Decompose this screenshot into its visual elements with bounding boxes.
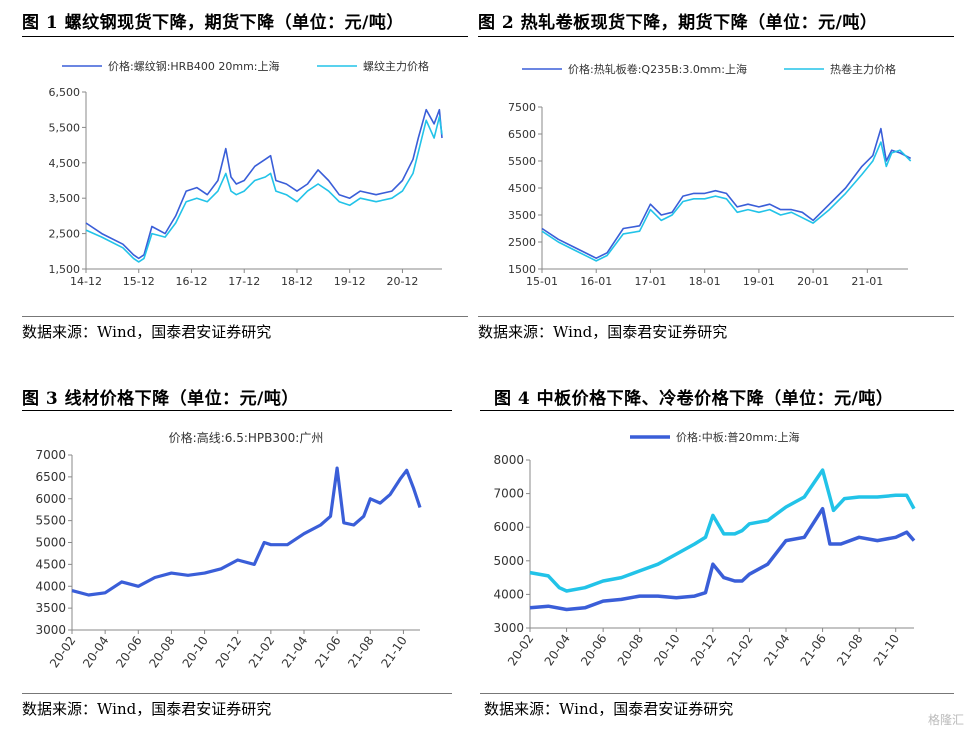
- y-tick-label: 7000: [493, 487, 524, 501]
- x-tick-label: 18-01: [689, 275, 721, 288]
- x-tick-label: 15-12: [123, 275, 155, 288]
- x-tick-label: 20-12: [386, 275, 418, 288]
- y-tick-label: 1,500: [49, 263, 81, 276]
- x-tick-label: 20-08: [146, 634, 177, 671]
- y-tick-label: 5000: [493, 554, 524, 568]
- divider: [478, 36, 954, 37]
- x-tick-label: 20-02: [505, 632, 536, 669]
- data-source: 数据来源：Wind，国泰君安证券研究: [22, 700, 272, 718]
- chart-hot-rolled: 1500 2500 3500 4500 5500 6500 7500 15-01 16-01 17…: [508, 62, 912, 288]
- divider: [480, 693, 954, 694]
- x-tick-label: 16-12: [175, 275, 207, 288]
- chart-wire-rod: 3000 3500 4000 4500 5000 5500 6000 6500 7000 20-0…: [35, 430, 422, 671]
- x-tick-label: 14-12: [70, 275, 102, 288]
- data-source: 数据来源：Wind，国泰君安证券研究: [478, 323, 728, 341]
- chart-title: 图 3 线材价格下降（单位：元/吨）: [22, 389, 299, 409]
- divider: [22, 410, 452, 411]
- y-tick-label: 5,500: [49, 121, 81, 134]
- x-tick-label: 21-04: [761, 632, 792, 669]
- y-tick-label: 7000: [35, 448, 66, 462]
- divider: [22, 693, 452, 694]
- y-tick-label: 8000: [493, 453, 524, 467]
- series-line: [71, 466, 422, 597]
- y-tick-label: 5500: [508, 155, 536, 168]
- series-line: [529, 506, 916, 612]
- y-tick-label: 6,500: [49, 86, 81, 99]
- x-tick-label: 21-04: [279, 634, 310, 671]
- legend-label: 价格:中板:普20mm:上海: [676, 430, 800, 444]
- y-tick-label: 2500: [508, 236, 536, 249]
- y-tick-label: 4500: [35, 557, 66, 571]
- x-tick-label: 20-10: [651, 632, 682, 669]
- legend-label: 螺纹主力价格: [363, 59, 429, 73]
- x-tick-label: 20-08: [615, 632, 646, 669]
- divider: [22, 36, 468, 37]
- chart-rebar: 1,500 2,500 3,500 4,500 5,500 6,500 14-12 15-12…: [49, 59, 443, 288]
- y-tick-label: 6000: [35, 492, 66, 506]
- y-tick-label: 2,500: [49, 228, 81, 241]
- series-caption: 价格:高线:6.5:HPB300:广州: [169, 430, 324, 445]
- x-tick-label: 17-01: [634, 275, 666, 288]
- series-line: [529, 468, 916, 593]
- legend-label: 价格:螺纹钢:HRB400 20mm:上海: [108, 59, 280, 73]
- x-tick-label: 21-06: [312, 634, 343, 671]
- x-tick-label: 20-06: [578, 632, 609, 669]
- y-tick-label: 4000: [35, 579, 66, 593]
- legend-label: 热卷主力价格: [830, 62, 896, 76]
- y-tick-label: 3000: [35, 623, 66, 637]
- y-tick-label: 6500: [508, 128, 536, 141]
- x-tick-label: 20-12: [688, 632, 719, 669]
- x-tick-label: 19-01: [743, 275, 775, 288]
- y-tick-label: 7500: [508, 101, 536, 114]
- x-tick-label: 18-12: [281, 275, 313, 288]
- y-tick-label: 4500: [508, 182, 536, 195]
- legend-label: 价格:热轧板卷:Q235B:3.0mm:上海: [568, 62, 747, 76]
- x-tick-label: 17-12: [228, 275, 260, 288]
- x-tick-label: 21-08: [345, 634, 376, 671]
- y-tick-label: 1500: [508, 263, 536, 276]
- x-tick-label: 21-01: [851, 275, 883, 288]
- x-tick-label: 20-04: [542, 632, 573, 669]
- x-tick-label: 21-02: [724, 632, 755, 669]
- divider: [478, 316, 954, 317]
- x-tick-label: 19-12: [334, 275, 366, 288]
- x-tick-label: 20-06: [113, 634, 144, 671]
- divider: [480, 410, 954, 411]
- y-tick-label: 5500: [35, 514, 66, 528]
- x-tick-label: 21-10: [871, 632, 902, 669]
- x-tick-label: 15-01: [526, 275, 558, 288]
- y-tick-label: 5000: [35, 536, 66, 550]
- y-tick-label: 3000: [493, 621, 524, 635]
- data-source: 数据来源：Wind，国泰君安证券研究: [22, 323, 272, 341]
- x-tick-label: 21-10: [378, 634, 409, 671]
- series-line: [541, 141, 912, 262]
- y-tick-label: 6000: [493, 520, 524, 534]
- watermark-logo: 格隆汇: [927, 713, 964, 727]
- series-line: [85, 108, 443, 260]
- chart-title: 图 4 中板价格下降、冷卷价格下降（单位：元/吨）: [494, 389, 894, 409]
- y-tick-label: 4000: [493, 587, 524, 601]
- y-tick-label: 4,500: [49, 157, 81, 170]
- y-tick-label: 3,500: [49, 192, 81, 205]
- x-tick-label: 20-04: [80, 634, 111, 671]
- series-line: [85, 116, 443, 263]
- x-tick-label: 20-02: [47, 634, 78, 671]
- data-source: 数据来源：Wind，国泰君安证券研究: [484, 700, 734, 718]
- x-tick-label: 21-02: [246, 634, 277, 671]
- x-tick-label: 20-12: [213, 634, 244, 671]
- x-tick-label: 16-01: [580, 275, 612, 288]
- x-tick-label: 20-10: [180, 634, 211, 671]
- x-tick-label: 21-06: [798, 632, 829, 669]
- x-tick-label: 20-01: [797, 275, 829, 288]
- chart-title: 图 1 螺纹钢现货下降，期货下降（单位：元/吨）: [22, 13, 404, 33]
- chart-title: 图 2 热轧卷板现货下降，期货下降（单位：元/吨）: [478, 13, 878, 33]
- series-line: [541, 127, 912, 259]
- y-tick-label: 3500: [508, 209, 536, 222]
- divider: [22, 316, 468, 317]
- y-tick-label: 3500: [35, 601, 66, 615]
- x-tick-label: 21-08: [834, 632, 865, 669]
- y-tick-label: 6500: [35, 470, 66, 484]
